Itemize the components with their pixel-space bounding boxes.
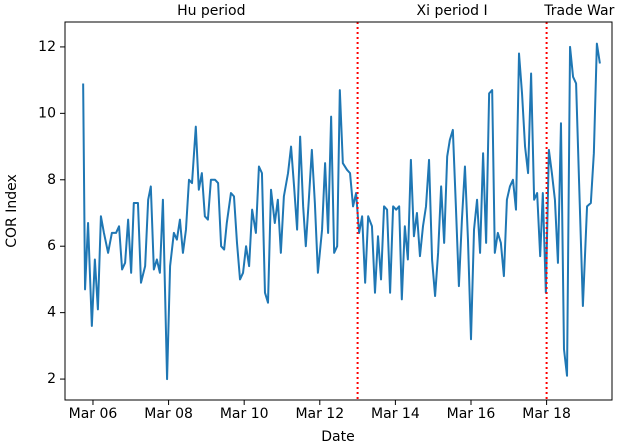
x-tick-label: Mar 16	[447, 406, 496, 422]
y-tick-label: 6	[47, 238, 56, 254]
y-tick-label: 10	[38, 105, 56, 121]
x-axis-label: Date	[321, 429, 354, 444]
y-tick-label: 2	[47, 371, 56, 387]
period-label: Trade War	[543, 3, 614, 19]
period-label: Xi period I	[417, 3, 488, 19]
y-axis-label: COR Index	[4, 174, 20, 248]
x-tick-label: Mar 18	[522, 406, 571, 422]
y-tick-label: 4	[47, 305, 56, 321]
line-series	[82, 42, 601, 381]
y-tick-label: 12	[38, 39, 56, 55]
y-tick-label: 8	[47, 172, 56, 188]
x-tick-label: Mar 06	[69, 406, 118, 422]
plot-frame	[64, 21, 613, 401]
x-tick-label: Mar 10	[220, 406, 269, 422]
x-tick-label: Mar 12	[295, 406, 344, 422]
x-tick-label: Mar 08	[144, 406, 193, 422]
period-label: Hu period	[177, 3, 245, 19]
x-tick-label: Mar 14	[371, 406, 420, 422]
